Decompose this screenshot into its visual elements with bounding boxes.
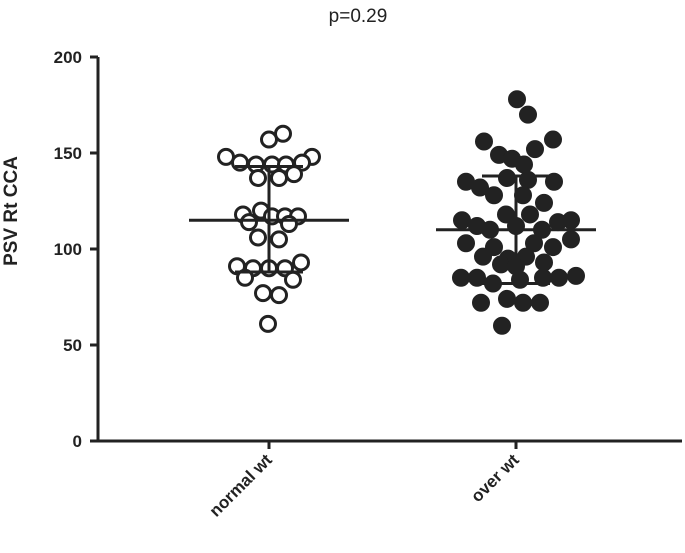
data-point [526, 140, 544, 159]
data-point [270, 230, 288, 249]
error-bar [189, 164, 349, 274]
data-point [492, 255, 510, 274]
y-tick-label: 200 [54, 48, 82, 67]
data-point [284, 270, 302, 289]
data-point [254, 284, 272, 303]
data-point [562, 230, 580, 249]
data-point [508, 90, 526, 109]
x-axis-ticks: normal wt over wt [206, 441, 523, 521]
data-point [240, 213, 258, 232]
data-point [474, 247, 492, 266]
series-1 [217, 124, 321, 333]
data-point [260, 130, 278, 149]
data-point [249, 228, 267, 247]
data-point [259, 314, 277, 333]
data-point [472, 293, 490, 312]
data-point [511, 270, 529, 289]
y-tick-label: 50 [63, 336, 82, 355]
data-point [452, 268, 470, 287]
y-tick-label: 0 [73, 432, 82, 451]
data-point [562, 211, 580, 230]
data-point [544, 130, 562, 149]
data-point [236, 268, 254, 287]
data-point [493, 316, 511, 335]
y-axis-ticks: 0 50 100 150 200 [54, 48, 98, 451]
data-point [285, 165, 303, 184]
data-point [521, 205, 539, 224]
data-point [485, 186, 503, 205]
x-tick-label: normal wt [206, 450, 276, 520]
data-point [498, 168, 516, 187]
data-point [453, 211, 471, 230]
data-point [475, 132, 493, 151]
p-value-annotation: p=0.29 [329, 6, 388, 27]
y-tick-label: 100 [54, 240, 82, 259]
data-point [270, 168, 288, 187]
data-point [535, 193, 553, 212]
data-point [498, 289, 516, 308]
data-point [545, 172, 563, 191]
data-point [249, 168, 267, 187]
data-point [270, 286, 288, 305]
data-point [535, 253, 553, 272]
y-tick-label: 150 [54, 144, 82, 163]
data-point [457, 234, 475, 253]
error-bar [436, 174, 596, 286]
data-point [519, 170, 537, 189]
y-axis-label: PSV Rt CCA [1, 156, 22, 266]
data-point [519, 105, 537, 124]
data-point [515, 155, 533, 174]
data-point [531, 293, 549, 312]
data-point [525, 234, 543, 253]
data-point [292, 253, 310, 272]
data-point [544, 238, 562, 257]
data-point [514, 293, 532, 312]
data-point [550, 268, 568, 287]
data-point [468, 268, 486, 287]
data-point [567, 266, 585, 285]
plot-area [189, 90, 596, 335]
series-2 [452, 90, 585, 335]
data-point [471, 178, 489, 197]
x-tick-label: over wt [467, 450, 523, 506]
